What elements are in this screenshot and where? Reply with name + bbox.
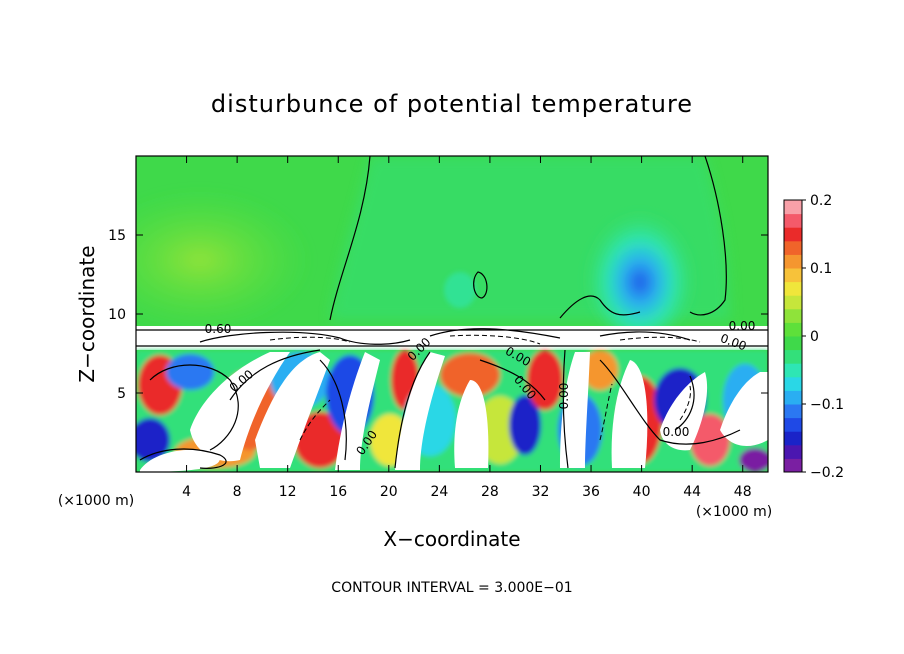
- colorbar-swatch: [784, 417, 802, 432]
- colorbar-swatch: [784, 268, 802, 283]
- colorbar-swatch: [784, 336, 802, 351]
- x-tick-label: 12: [279, 484, 297, 500]
- colorbar-swatch: [784, 444, 802, 459]
- colorbar-swatch: [784, 281, 802, 296]
- x-tick-label: 20: [380, 484, 398, 500]
- colorbar-tick-label: 0: [810, 329, 819, 345]
- x-tick-label: 32: [532, 484, 550, 500]
- x-axis-ticks: 4 8 12 16 20 24 28 32 36 40 44 48: [182, 156, 752, 500]
- colorbar-swatch: [784, 363, 802, 378]
- colorbar-swatch: [784, 431, 802, 446]
- colorbar-swatch: [784, 227, 802, 242]
- positive-anomaly-upper-left: [136, 190, 310, 330]
- chart-title: disturbunce of potential temperature: [211, 90, 693, 118]
- y-tick-label: 5: [117, 386, 126, 402]
- contour-label-5: 0.00: [557, 383, 571, 410]
- y-axis-ticks: 5 10 15: [108, 228, 768, 402]
- negative-anomaly-plume: [585, 198, 695, 338]
- contour-label-0: 0.60: [205, 322, 232, 336]
- colorbar-swatch: [784, 458, 802, 473]
- x-tick-label: 44: [683, 484, 701, 500]
- colorbar-swatch: [784, 240, 802, 255]
- colorbar-swatch: [784, 254, 802, 269]
- x-tick-label: 28: [481, 484, 499, 500]
- colorbar: 0.2 0.1 0 −0.1 −0.2: [783, 193, 844, 481]
- contour-label-6: 0.00: [663, 425, 690, 439]
- colorbar-swatch: [784, 295, 802, 310]
- x-tick-label: 8: [233, 484, 242, 500]
- colorbar-swatch: [784, 308, 802, 323]
- x-tick-label: 4: [182, 484, 191, 500]
- x-unit-label-left: (×1000 m): [58, 493, 134, 509]
- x-axis-label: X−coordinate: [383, 527, 520, 551]
- heatmap-field: [136, 156, 768, 472]
- colorbar-swatch: [784, 213, 802, 228]
- x-tick-label: 24: [430, 484, 448, 500]
- colorbar-swatch: [784, 390, 802, 405]
- colorbar-swatch: [784, 376, 802, 391]
- contours: [136, 156, 768, 469]
- y-tick-label: 15: [108, 228, 126, 244]
- y-axis-label: Z−coordinate: [75, 245, 99, 382]
- x-tick-label: 48: [734, 484, 752, 500]
- x-tick-label: 36: [582, 484, 600, 500]
- x-tick-label: 16: [329, 484, 347, 500]
- x-tick-label: 40: [633, 484, 651, 500]
- colorbar-tick-label: 0.1: [810, 261, 832, 277]
- colorbar-swatch: [784, 349, 802, 364]
- colorbar-swatch: [784, 322, 802, 337]
- colorbar-swatch: [784, 200, 802, 215]
- colorbar-ticks: 0.2 0.1 0 −0.1 −0.2: [802, 193, 844, 481]
- colorbar-swatches: [784, 200, 802, 473]
- x-unit-label-right: (×1000 m): [696, 504, 772, 520]
- small-cool-patch: [444, 272, 476, 308]
- negative-contours: [269, 334, 701, 441]
- colorbar-tick-label: 0.2: [810, 193, 832, 209]
- y-tick-label: 10: [108, 307, 126, 323]
- contour-interval-note: CONTOUR INTERVAL = 3.000E−01: [331, 580, 572, 596]
- colorbar-tick-label: −0.2: [810, 465, 844, 481]
- contour-label-7: 0.00: [729, 319, 756, 333]
- colorbar-tick-label: −0.1: [810, 397, 844, 413]
- colorbar-swatch: [784, 404, 802, 419]
